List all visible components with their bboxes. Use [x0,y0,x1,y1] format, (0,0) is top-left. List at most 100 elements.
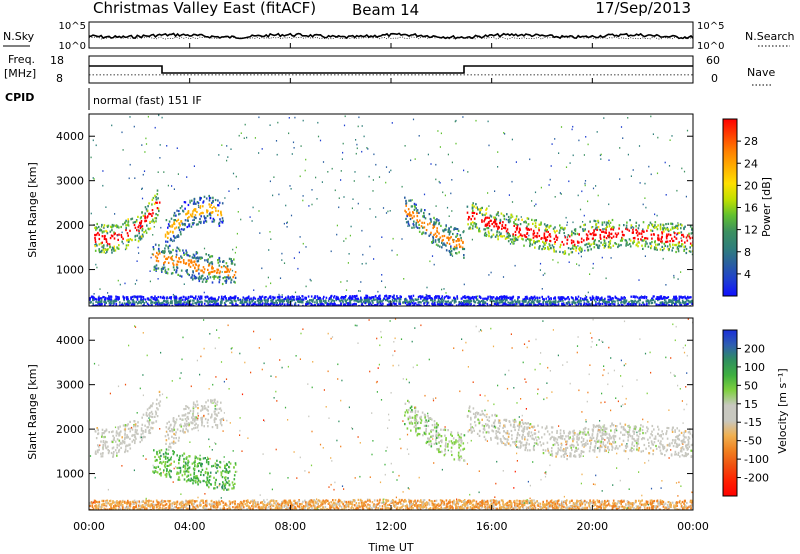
scatter-cell [187,461,189,465]
scatter-cell [360,296,362,299]
scatter-cell [599,236,602,239]
scatter-cell [124,448,127,451]
scatter-cell [113,300,115,303]
scatter-cell [286,298,288,301]
scatter-cell [689,250,691,253]
scatter-cell [258,152,260,154]
scatter-cell [266,302,268,305]
scatter-cell [425,296,427,299]
scatter-cell [213,420,216,424]
scatter-cell [211,270,214,273]
scatter-cell [668,304,671,306]
scatter-cell [189,213,192,216]
scatter-cell [191,295,194,298]
scatter-cell [428,213,431,216]
scatter-cell [208,299,211,302]
scatter-cell [184,207,186,210]
scatter-cell [340,302,342,305]
scatter-cell [178,213,180,216]
scatter-cell [113,245,115,248]
scatter-cell [102,452,104,455]
scatter-cell [467,295,470,298]
scatter-cell [467,301,469,304]
scatter-cell [221,221,223,224]
scatter-cell [683,249,685,252]
scatter-cell [689,225,692,228]
scatter-cell [457,238,459,241]
scatter-cell [122,295,124,298]
scatter-cell [432,239,434,242]
scatter-cell [184,222,186,226]
scatter-cell [505,303,507,306]
scatter-cell [564,252,567,255]
scatter-cell [466,302,468,305]
scatter-cell [106,250,108,253]
scatter-cell [124,429,126,432]
scatter-cell [435,243,438,246]
scatter-cell [188,301,190,305]
scatter-cell [97,231,99,235]
scatter-cell [467,218,470,221]
scatter-cell [363,296,366,299]
scatter-cell [529,299,532,302]
scatter-cell [132,221,135,224]
scatter-cell [522,238,524,241]
scatter-cell [174,300,177,303]
scatter-cell [512,233,514,236]
scatter-cell [603,239,606,242]
scatter-cell [172,240,174,243]
scatter-cell [207,409,209,412]
scatter-cell [379,300,382,303]
scatter-cell [684,295,686,298]
scatter-cell [182,428,184,431]
scatter-cell [459,245,461,249]
scatter-cell [163,263,165,266]
scatter-cell [258,116,260,119]
scatter-cell [141,187,143,190]
scatter-cell [194,277,197,280]
scatter-cell [289,296,292,299]
scatter-cell [122,242,124,245]
scatter-cell [151,295,153,299]
scatter-cell [98,303,100,306]
scatter-cell [117,279,119,282]
scatter-cell [593,299,596,302]
scatter-cell [455,142,457,145]
scatter-cell [381,280,383,282]
scatter-cell [182,298,184,301]
scatter-cell [203,425,205,428]
scatter-cell [222,417,224,420]
scatter-cell [184,423,187,427]
scatter-cell [501,304,504,306]
scatter-cell [659,225,662,228]
scatter-cell [622,297,624,300]
scatter-cell [218,278,221,281]
scatter-cell [133,223,136,227]
scatter-cell [538,234,541,238]
scatter-cell [596,297,599,300]
scatter-cell [579,302,581,305]
scatter-cell [378,297,381,300]
scatter-cell [461,246,464,249]
scatter-cell [534,303,537,306]
scatter-cell [552,259,554,261]
scatter-cell [218,275,220,279]
scatter-cell [241,298,244,302]
scatter-cell [662,224,665,227]
scatter-cell [223,276,226,279]
scatter-cell [511,297,514,300]
scatter-cell [320,301,322,304]
scatter-cell [680,304,683,306]
scatter-cell [269,296,272,299]
scatter-cell [466,295,468,299]
scatter-cell [125,224,128,227]
scatter-cell [136,260,138,262]
scatter-cell [220,214,223,217]
scatter-cell [484,233,486,235]
scatter-cell [232,276,234,279]
scatter-cell [549,224,552,227]
scatter-cell [665,300,667,303]
scatter-cell [272,298,275,301]
scatter-cell [463,256,465,259]
scatter-cell [308,205,310,207]
